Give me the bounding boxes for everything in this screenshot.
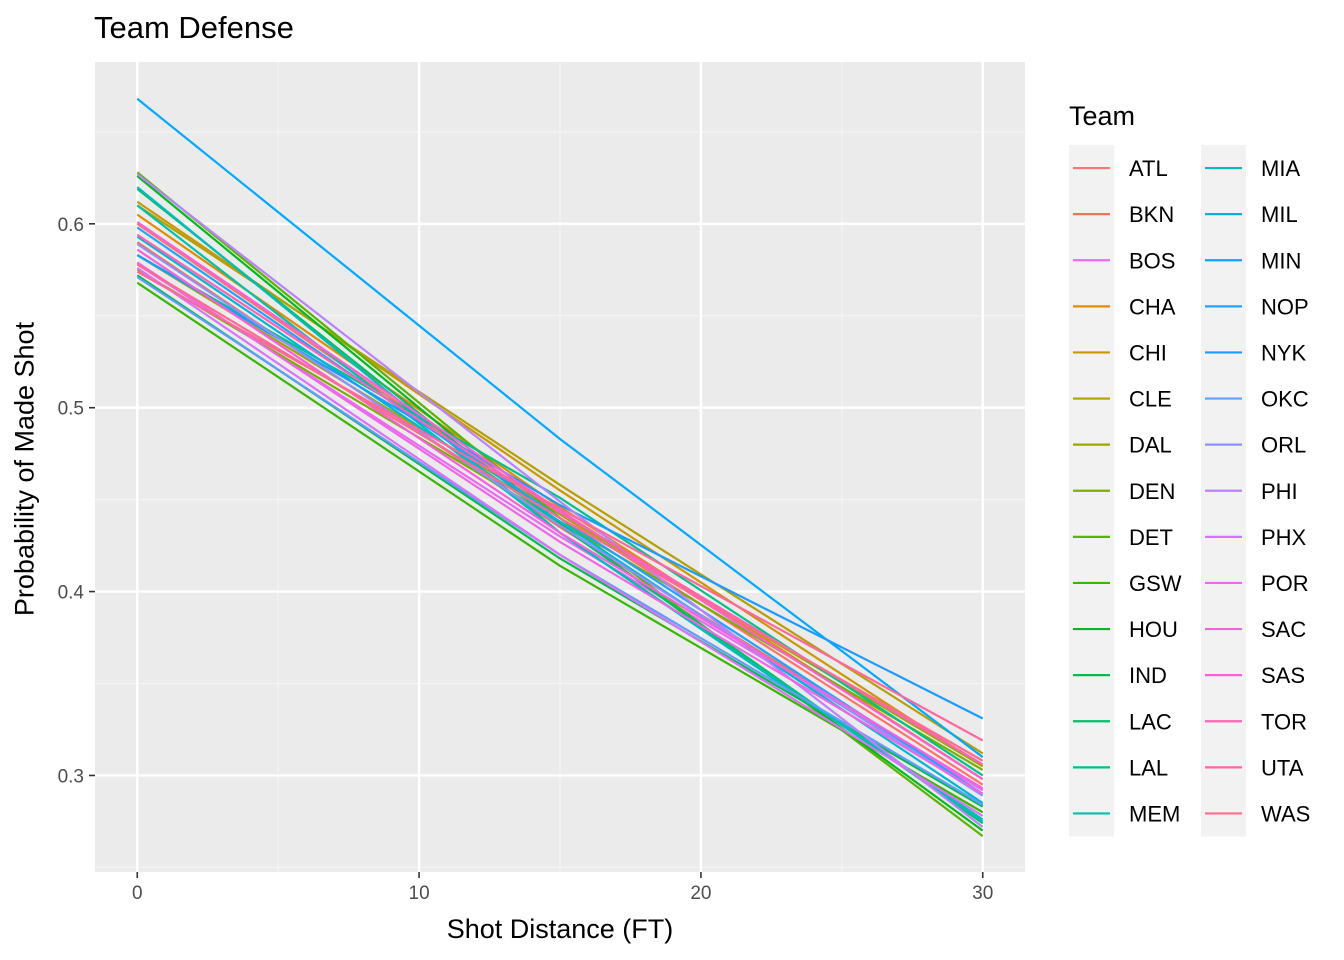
legend-label-mil: MIL [1261,202,1298,227]
legend-label-okc: OKC [1261,387,1309,412]
series-line-was [136,263,984,762]
legend-label-bkn: BKN [1129,202,1174,227]
legend: ATL BKN BOS CHA CHI CLE DAL DEN DET GSW HOU IND LAC L… [1069,145,1310,837]
legend-label-min: MIN [1261,248,1301,273]
grid-major [95,62,1025,872]
legend-label-mem: MEM [1129,801,1180,826]
series-line-uta [136,270,984,742]
legend-label-bos: BOS [1129,248,1175,273]
y-axis: 0.3 0.4 0.5 0.6 [58,215,95,787]
legend-label-lal: LAL [1129,755,1168,780]
series-line-por [136,261,984,795]
y-tick-label: 0.4 [58,583,85,604]
legend-label-sac: SAC [1261,617,1306,642]
legend-label-nyk: NYK [1261,340,1307,365]
legend-label-ind: IND [1129,663,1167,688]
legend-label-cle: CLE [1129,387,1172,412]
series-line-sac [136,248,984,790]
series-line-lal [136,254,984,777]
legend-label-mia: MIA [1261,156,1300,181]
y-tick-label: 0.3 [58,766,84,787]
y-tick-label: 0.5 [58,399,84,420]
series-line-phx [136,267,984,817]
legend-label-uta: UTA [1261,755,1304,780]
legend-label-nop: NOP [1261,294,1309,319]
legend-label-lac: LAC [1129,709,1172,734]
legend-label-por: POR [1261,571,1309,596]
legend-label-hou: HOU [1129,617,1178,642]
legend-label-tor: TOR [1261,709,1307,734]
x-tick-label: 20 [690,883,711,904]
y-tick-label: 0.6 [58,215,84,236]
legend-label-cha: CHA [1129,294,1176,319]
x-axis: 0 10 20 30 [132,872,993,904]
chart-title: Team Defense [94,10,294,45]
series-line-sas [136,221,984,781]
legend-label-gsw: GSW [1129,571,1182,596]
legend-label-det: DET [1129,525,1173,550]
legend-label-chi: CHI [1129,340,1167,365]
y-axis-label: Probability of Made Shot [9,321,40,617]
legend-label-sas: SAS [1261,663,1305,688]
legend-label-phi: PHI [1261,479,1298,504]
grid-minor [95,62,1025,872]
x-tick-label: 30 [972,883,993,904]
legend-label-was: WAS [1261,801,1310,826]
legend-label-phx: PHX [1261,525,1307,550]
series-line-phi [136,173,984,828]
x-tick-label: 0 [132,883,143,904]
legend-label-dal: DAL [1129,433,1172,458]
legend-label-orl: ORL [1261,433,1306,458]
legend-title: Team [1069,101,1136,131]
series-lines [136,97,984,838]
legend-label-den: DEN [1129,479,1175,504]
x-tick-label: 10 [409,883,430,904]
x-axis-label: Shot Distance (FT) [446,914,674,944]
series-line-orl [136,243,984,797]
series-line-min [136,97,984,758]
legend-label-atl: ATL [1129,156,1168,181]
